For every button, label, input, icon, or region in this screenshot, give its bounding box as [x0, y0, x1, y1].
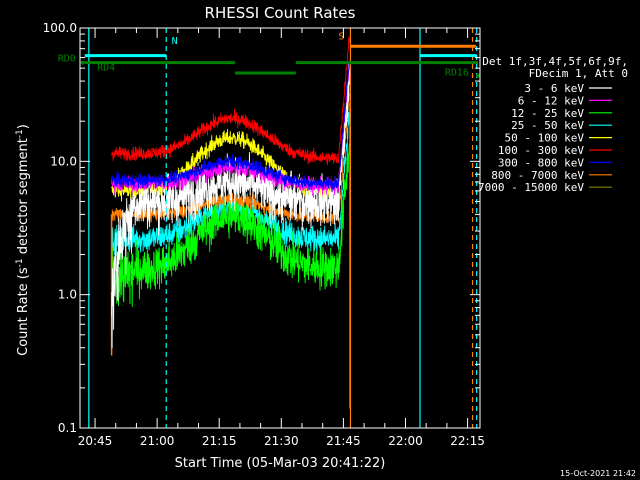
- x-tick-label: 21:00: [140, 434, 175, 448]
- y-label-end: ): [16, 124, 31, 129]
- series-lines: [110, 36, 351, 409]
- plot-frame: [79, 27, 481, 429]
- series-line-1: [111, 63, 350, 197]
- annotation-n: N: [172, 36, 178, 47]
- overlay-lines: N S RD0 RD4 RD16: [58, 28, 480, 428]
- legend-entry: 6 - 12 keV: [518, 94, 585, 107]
- series-line-6: [111, 61, 350, 193]
- y-tick-label: 100.0: [43, 21, 77, 35]
- legend: Det 1f,3f,4f,5f,6f,9f,FDecim 1, Att 0 3 -…: [478, 55, 628, 194]
- legend-entry: 7000 - 15000 keV: [478, 181, 584, 194]
- series-line-2: [111, 143, 350, 307]
- annotation-rd4: RD4: [97, 63, 115, 74]
- annotation-s: S: [338, 31, 344, 42]
- y-tick-label: 0.1: [58, 421, 77, 435]
- x-tick-label: 22:15: [450, 434, 485, 448]
- y-tick-label: 10.0: [50, 154, 77, 168]
- x-axis-label: Start Time (05-Mar-03 20:41:22): [175, 456, 386, 471]
- y-axis-label: Count Rate (s-1 detector segment-1): [15, 124, 31, 356]
- chart-title: RHESSI Count Rates: [205, 4, 356, 22]
- axes: 0.1 1.0 10.0 100.0 20:45 21:00 21:15 21:30 21:45…: [43, 21, 485, 448]
- x-tick-label: 22:00: [388, 434, 423, 448]
- series-line-0: [111, 61, 350, 349]
- footer-timestamp: 15-Oct-2021 21:42: [560, 469, 636, 478]
- x-tick-label: 21:30: [264, 434, 299, 448]
- legend-entry: 3 - 6 keV: [524, 82, 584, 95]
- series-line-5: [111, 36, 350, 166]
- legend-entry: 300 - 800 keV: [498, 156, 584, 169]
- series-line-7: [111, 93, 350, 225]
- legend-entry: 25 - 50 keV: [511, 119, 584, 132]
- annotation-rd16: RD16: [445, 68, 469, 79]
- legend-entry: 50 - 100 keV: [505, 132, 585, 145]
- y-label-sup1: -1: [15, 258, 25, 267]
- x-tick-label: 21:15: [202, 434, 237, 448]
- series-line-3: [111, 112, 350, 257]
- legend-entry: 800 - 7000 keV: [491, 169, 584, 182]
- x-tick-label: 21:45: [326, 434, 361, 448]
- legend-header: Det 1f,3f,4f,5f,6f,9f,: [482, 55, 628, 68]
- rd-marker-1: [475, 73, 480, 78]
- annotation-rd0: RD0: [58, 54, 76, 65]
- legend-header: FDecim 1, Att 0: [529, 67, 628, 80]
- legend-entry: 12 - 25 keV: [511, 107, 584, 120]
- y-label-sup2: -1: [15, 129, 25, 138]
- rd-marker-0: [80, 60, 85, 65]
- y-tick-label: 1.0: [58, 288, 77, 302]
- legend-entry: 100 - 300 keV: [498, 144, 584, 157]
- x-tick-label: 20:45: [78, 434, 113, 448]
- y-label-mid: detector segment: [16, 138, 31, 258]
